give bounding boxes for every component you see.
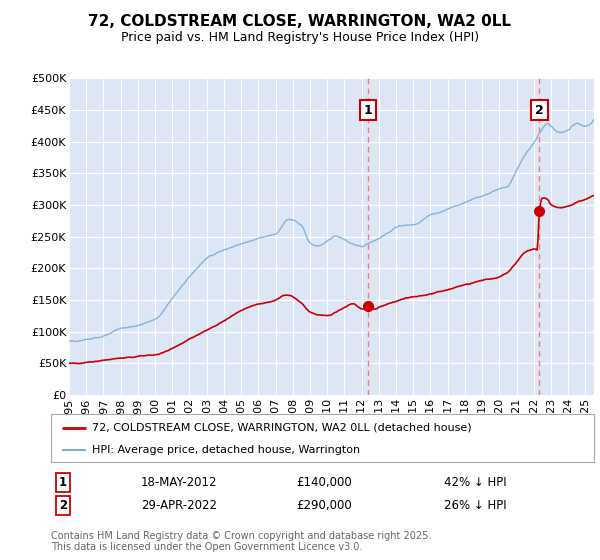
Text: 42% ↓ HPI: 42% ↓ HPI: [444, 476, 506, 489]
Text: 2: 2: [59, 498, 67, 512]
Text: HPI: Average price, detached house, Warrington: HPI: Average price, detached house, Warr…: [92, 445, 360, 455]
Text: 1: 1: [364, 104, 373, 116]
Text: 2: 2: [535, 104, 544, 116]
Text: 26% ↓ HPI: 26% ↓ HPI: [444, 498, 506, 512]
Text: £290,000: £290,000: [296, 498, 352, 512]
Text: 29-APR-2022: 29-APR-2022: [141, 498, 217, 512]
Text: 72, COLDSTREAM CLOSE, WARRINGTON, WA2 0LL: 72, COLDSTREAM CLOSE, WARRINGTON, WA2 0L…: [89, 14, 511, 29]
Text: 18-MAY-2012: 18-MAY-2012: [141, 476, 218, 489]
Text: 1: 1: [59, 476, 67, 489]
Text: Price paid vs. HM Land Registry's House Price Index (HPI): Price paid vs. HM Land Registry's House …: [121, 31, 479, 44]
Text: £140,000: £140,000: [296, 476, 352, 489]
Text: 72, COLDSTREAM CLOSE, WARRINGTON, WA2 0LL (detached house): 72, COLDSTREAM CLOSE, WARRINGTON, WA2 0L…: [92, 423, 472, 433]
Text: Contains HM Land Registry data © Crown copyright and database right 2025.
This d: Contains HM Land Registry data © Crown c…: [51, 531, 431, 553]
